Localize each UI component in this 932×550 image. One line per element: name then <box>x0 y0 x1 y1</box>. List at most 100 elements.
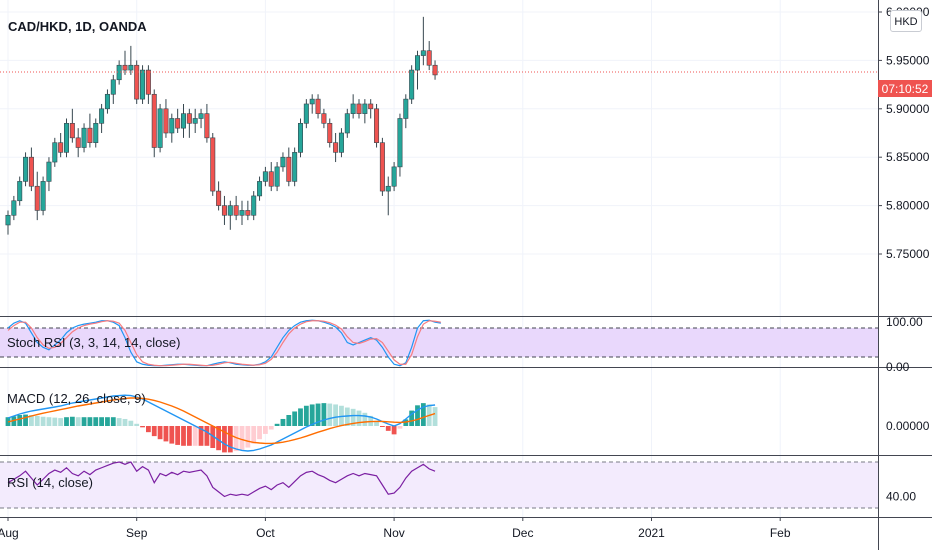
stoch-rsi-title[interactable]: Stoch RSI (3, 3, 14, 14, close) <box>7 335 180 350</box>
macd-histogram-bar <box>58 418 64 426</box>
candle-body <box>286 156 292 182</box>
candle <box>239 200 245 225</box>
time-axis[interactable]: Aug Sep Oct Nov Dec 2021 Feb <box>0 517 791 540</box>
candle <box>297 118 303 158</box>
candle-body <box>192 118 198 124</box>
candle <box>315 94 321 119</box>
candle-body <box>251 195 257 216</box>
candle-body <box>420 50 426 56</box>
candle-body <box>104 93 110 110</box>
candle-body <box>338 132 344 153</box>
candle <box>169 113 175 143</box>
candle <box>128 45 134 75</box>
macd-histogram-bar <box>151 426 157 437</box>
stoch-band-fill <box>0 328 878 357</box>
macd-histogram-bar <box>391 426 397 435</box>
candle <box>216 181 222 211</box>
candle <box>163 99 169 138</box>
candle <box>397 113 403 177</box>
candle <box>157 103 163 153</box>
candle-body <box>368 103 374 110</box>
candle <box>280 152 286 172</box>
candle-body <box>409 69 415 100</box>
candle-body <box>262 171 268 182</box>
macd-histogram-bar <box>105 417 110 426</box>
candle <box>46 157 52 192</box>
candle <box>268 162 274 192</box>
macd-histogram-bar <box>163 426 169 442</box>
rsi-title[interactable]: RSI (14, close) <box>7 475 93 490</box>
candle-body <box>227 205 233 216</box>
candle <box>23 152 29 187</box>
macd-tick-label: 0.00000 <box>886 419 930 433</box>
candle-body <box>280 156 286 168</box>
candle-body <box>58 142 64 153</box>
candle-body <box>350 103 356 114</box>
currency-button[interactable]: HKD <box>890 10 922 32</box>
macd-histogram-bar <box>204 426 210 446</box>
candle <box>52 137 58 167</box>
time-tick-label: Aug <box>0 526 19 540</box>
time-tick-label: Feb <box>770 526 791 540</box>
candle-body <box>362 103 368 114</box>
rsi-band-fill <box>0 462 878 508</box>
macd-histogram-bar <box>350 408 356 427</box>
macd-histogram-bar <box>110 417 116 426</box>
candle-body <box>87 127 93 143</box>
candle <box>362 99 368 124</box>
macd-histogram-bar <box>239 426 245 450</box>
signal-line <box>7 397 436 445</box>
macd-histogram-bar <box>415 405 420 426</box>
chart-title: CAD/HKD, 1D, OANDA <box>8 19 147 34</box>
candle <box>286 147 292 187</box>
price-label-box <box>878 80 932 97</box>
candle <box>391 162 397 192</box>
candle-body <box>344 113 350 134</box>
candle-body <box>274 166 280 187</box>
macd-histogram-bar <box>69 416 75 426</box>
macd-histogram-bar <box>134 423 140 426</box>
candle <box>151 89 157 158</box>
price-tick-label: 5.75000 <box>886 247 930 261</box>
macd-histogram-bar <box>169 426 175 444</box>
candle-body <box>17 181 23 202</box>
candlestick-series[interactable] <box>5 16 438 235</box>
candle-body <box>169 118 175 134</box>
macd-histogram-bar <box>192 426 198 446</box>
macd-histogram-bar <box>374 420 379 426</box>
candle-body <box>385 185 391 192</box>
rsi-line <box>7 461 436 498</box>
candle <box>134 60 140 104</box>
candle <box>333 133 339 163</box>
candle <box>69 108 75 143</box>
candle-body <box>239 210 245 216</box>
macd-title[interactable]: MACD (12, 26, close, 9) <box>7 391 146 406</box>
candle <box>145 65 151 104</box>
macd-histogram-bar <box>222 426 227 453</box>
candle-body <box>52 142 58 163</box>
candle-body <box>233 205 239 216</box>
candle <box>379 137 385 196</box>
macd-histogram-bar <box>181 426 186 446</box>
candle-body <box>181 113 187 129</box>
candle-body <box>145 69 151 95</box>
macd-histogram-bar <box>233 426 239 452</box>
candle <box>104 89 110 114</box>
candle <box>233 195 239 221</box>
candle-body <box>257 181 263 197</box>
candle <box>262 166 268 187</box>
macd-histogram-bar <box>40 416 46 426</box>
candle-body <box>221 205 227 216</box>
candle-body <box>140 69 146 100</box>
macd-histogram-bar <box>81 417 87 426</box>
candle-body <box>414 55 420 71</box>
candle <box>221 195 227 225</box>
macd-histogram-bar <box>157 426 163 440</box>
macd-histogram-bar <box>198 426 204 446</box>
stoch-tick-label: 0.00 <box>886 360 910 374</box>
candle <box>58 133 64 158</box>
price-axis[interactable]: 6.000005.950005.900005.850005.800005.750… <box>878 5 930 504</box>
macd-histogram-bar <box>380 426 385 427</box>
